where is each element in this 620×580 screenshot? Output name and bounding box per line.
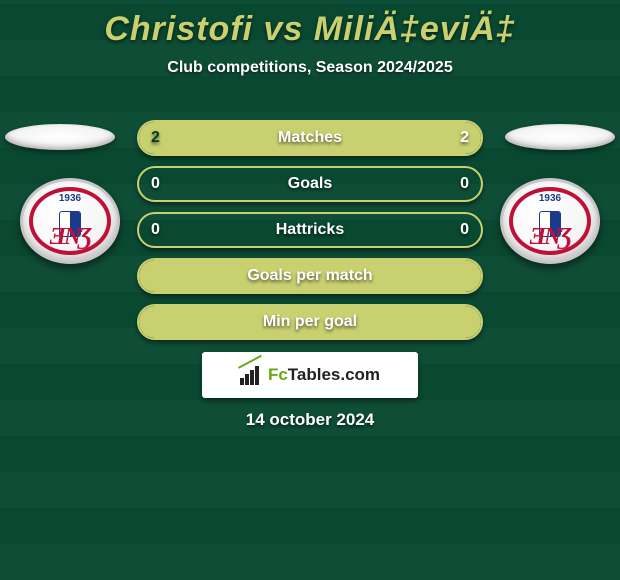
stat-value-right: 0 xyxy=(460,175,469,193)
stat-value-right: 0 xyxy=(460,221,469,239)
stat-label: Goals xyxy=(288,175,332,193)
stat-value-left: 0 xyxy=(151,221,160,239)
stat-row: 0 Hattricks 0 xyxy=(137,212,483,248)
player-silhouette-right xyxy=(505,124,615,150)
stat-rows: 2 Matches 2 0 Goals 0 0 Hattricks 0 Goals per mat… xyxy=(137,120,483,350)
stat-value-left: 2 xyxy=(151,129,160,147)
club-badge-right: 1936 ƎNƷ xyxy=(500,178,600,264)
stat-row: Goals per match xyxy=(137,258,483,294)
brand-text: FcTables.com xyxy=(268,365,380,385)
badge-monogram: ƎNƷ xyxy=(503,224,597,251)
generation-date: 14 october 2024 xyxy=(0,410,620,430)
badge-year: 1936 xyxy=(503,193,597,204)
brand-chart-icon xyxy=(240,365,262,385)
stat-row: 2 Matches 2 xyxy=(137,120,483,156)
comparison-title: Christofi vs MiliÄ‡eviÄ‡ xyxy=(0,0,620,49)
club-badge-left: 1936 ƎNƷ xyxy=(20,178,120,264)
stat-value-right: 2 xyxy=(460,129,469,147)
stat-label: Matches xyxy=(278,129,342,147)
stat-row: 0 Goals 0 xyxy=(137,166,483,202)
badge-monogram: ƎNƷ xyxy=(23,224,117,251)
brand-watermark: FcTables.com xyxy=(202,352,418,398)
stat-value-left: 0 xyxy=(151,175,160,193)
stat-label: Min per goal xyxy=(263,313,357,331)
comparison-subtitle: Club competitions, Season 2024/2025 xyxy=(0,59,620,77)
stat-row: Min per goal xyxy=(137,304,483,340)
badge-year: 1936 xyxy=(23,193,117,204)
stat-label: Hattricks xyxy=(276,221,344,239)
stat-label: Goals per match xyxy=(247,267,372,285)
player-silhouette-left xyxy=(5,124,115,150)
